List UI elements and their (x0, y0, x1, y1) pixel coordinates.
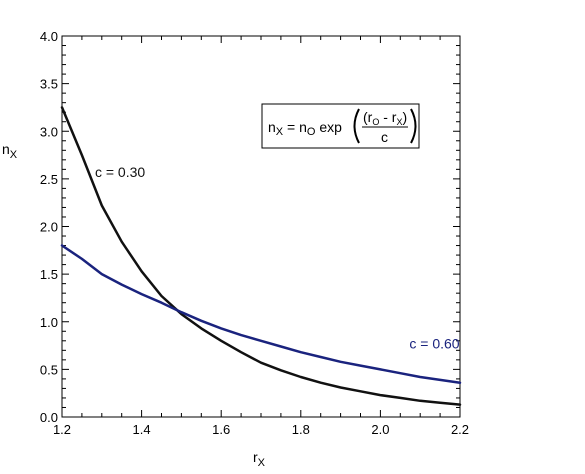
series-layer (60, 106, 462, 406)
x-tick-label: 2.0 (371, 422, 389, 437)
formula-n: n (268, 119, 276, 135)
formula-num-sub1: O (372, 117, 379, 127)
y-tick-label: 2.5 (40, 172, 58, 187)
formula-lhs: nX = nO exp (268, 119, 342, 138)
formula-num-open: (r (363, 109, 373, 125)
annotation-layer: c = 0.30 c = 0.60 (95, 164, 460, 351)
y-tick-labels: 0.0 0.5 1.0 1.5 2.0 2.5 3.0 3.5 4.0 (40, 29, 58, 425)
x-axis-label-main: r (253, 449, 258, 465)
formula-eq: = n (283, 119, 307, 135)
series-line-1 (60, 106, 462, 406)
y-axis-label: nX (2, 141, 18, 161)
x-axis-label: rX (253, 449, 266, 469)
y-tick-label: 2.0 (40, 220, 58, 235)
formula-num-close: ) (402, 109, 407, 125)
y-tick-label: 1.0 (40, 315, 58, 330)
x-tick-label: 1.6 (212, 422, 230, 437)
formula-left-paren (353, 108, 360, 144)
x-tick-label: 1.2 (53, 422, 71, 437)
axis-ticks (61, 35, 461, 418)
formula-numerator: (rO - rX) (363, 109, 407, 127)
formula-exp: exp (315, 119, 342, 135)
y-tick-label: 1.5 (40, 267, 58, 282)
plot-frame (61, 35, 461, 418)
formula-border (261, 103, 420, 149)
formula-n-sub: X (276, 126, 284, 138)
y-tick-label: 0.0 (40, 410, 58, 425)
y-tick-label: 0.5 (40, 362, 58, 377)
formula-right-paren (410, 108, 417, 144)
x-tick-labels: 1.2 1.4 1.6 1.8 2.0 2.2 (53, 422, 469, 437)
series-annotation-1: c = 0.30 (95, 164, 145, 180)
y-axis-label-main: n (2, 141, 10, 157)
x-tick-label: 1.8 (292, 422, 310, 437)
y-tick-label: 3.0 (40, 124, 58, 139)
x-axis-label-sub: X (258, 457, 266, 469)
y-axis-label-sub: X (10, 149, 18, 161)
formula-num-mid: - r (379, 109, 396, 125)
formula-denominator: c (381, 129, 388, 145)
formula-num-sub2: X (396, 117, 402, 127)
x-tick-label: 2.2 (451, 422, 469, 437)
y-tick-label: 3.5 (40, 77, 58, 92)
series-annotation-2: c = 0.60 (409, 335, 459, 351)
y-tick-label: 4.0 (40, 29, 58, 44)
formula-n0-sub: O (307, 126, 316, 138)
series-line-2 (60, 244, 462, 384)
formula-box: nX = nO exp (rO - rX) c (261, 103, 420, 149)
x-tick-label: 1.4 (133, 422, 151, 437)
